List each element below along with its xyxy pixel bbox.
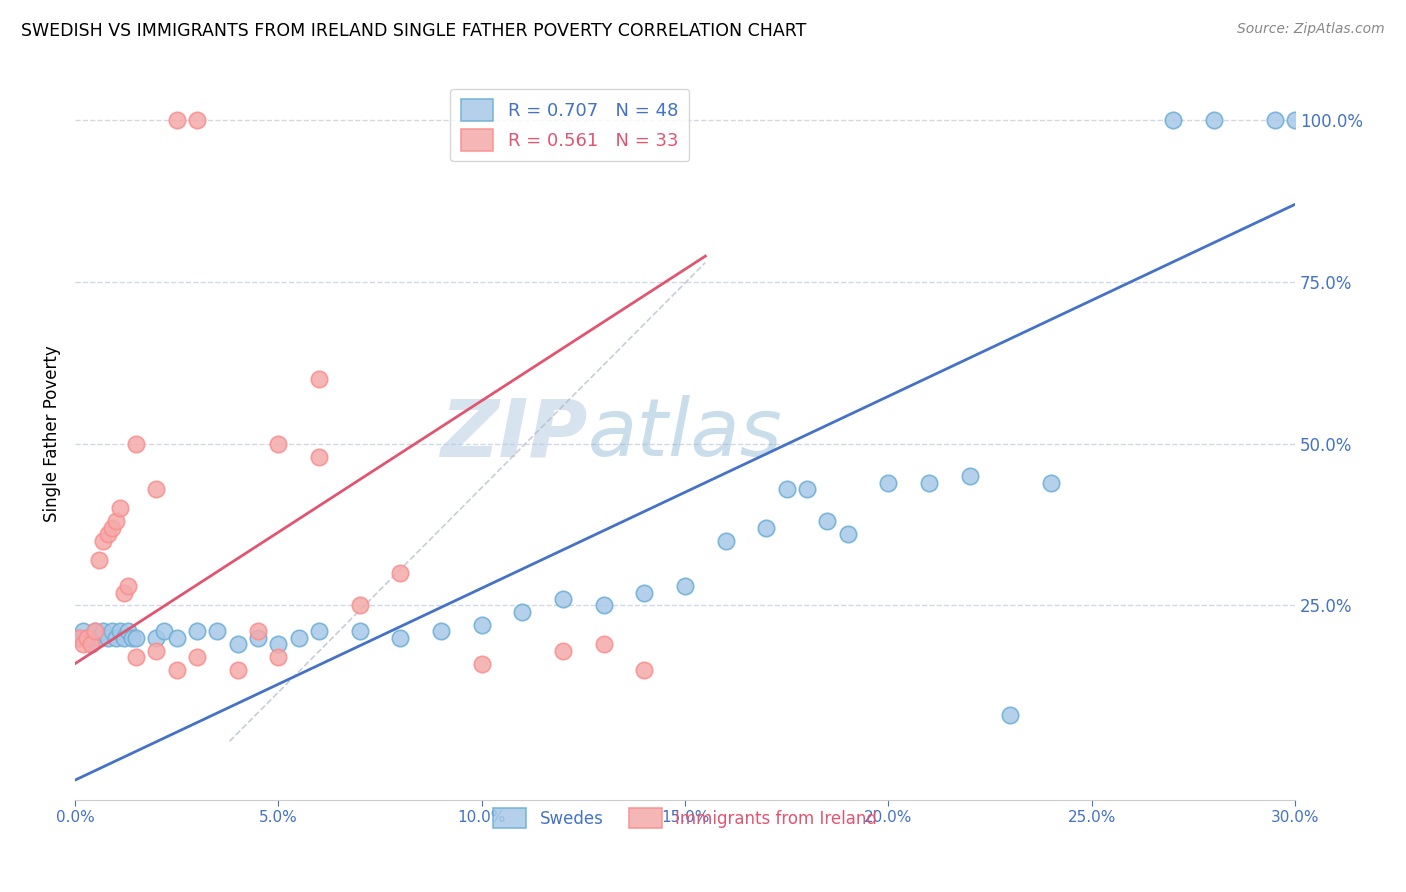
Point — [389, 566, 412, 580]
Point — [207, 624, 229, 639]
Point — [430, 624, 453, 639]
Point — [389, 631, 412, 645]
Point — [1161, 113, 1184, 128]
Point — [633, 585, 655, 599]
Point — [1284, 113, 1306, 128]
Point — [166, 113, 188, 128]
Point — [308, 372, 330, 386]
Text: Source: ZipAtlas.com: Source: ZipAtlas.com — [1237, 22, 1385, 37]
Point — [776, 482, 799, 496]
Point — [125, 436, 148, 450]
Point — [837, 527, 859, 541]
Point — [551, 592, 574, 607]
Point — [89, 631, 111, 645]
Point — [112, 631, 135, 645]
Point — [153, 624, 176, 639]
Point — [112, 585, 135, 599]
Point — [145, 644, 167, 658]
Point — [80, 637, 103, 651]
Point — [186, 113, 208, 128]
Point — [673, 579, 696, 593]
Point — [592, 637, 614, 651]
Point — [267, 637, 290, 651]
Text: atlas: atlas — [588, 395, 782, 473]
Point — [512, 605, 534, 619]
Point — [117, 579, 139, 593]
Point — [592, 599, 614, 613]
Point — [84, 624, 107, 639]
Point — [145, 482, 167, 496]
Point — [1040, 475, 1063, 490]
Point — [76, 631, 98, 645]
Point — [755, 521, 778, 535]
Text: SWEDISH VS IMMIGRANTS FROM IRELAND SINGLE FATHER POVERTY CORRELATION CHART: SWEDISH VS IMMIGRANTS FROM IRELAND SINGL… — [21, 22, 807, 40]
Point — [89, 553, 111, 567]
Point — [100, 521, 122, 535]
Point — [287, 631, 309, 645]
Point — [125, 631, 148, 645]
Point — [1264, 113, 1286, 128]
Point — [80, 637, 103, 651]
Point — [84, 624, 107, 639]
Point — [308, 450, 330, 464]
Point — [815, 514, 838, 528]
Point — [349, 624, 371, 639]
Point — [186, 624, 208, 639]
Point — [796, 482, 818, 496]
Point — [104, 631, 127, 645]
Legend: Swedes, Immigrants from Ireland: Swedes, Immigrants from Ireland — [486, 801, 884, 835]
Point — [93, 533, 115, 548]
Point — [67, 631, 90, 645]
Point — [96, 527, 118, 541]
Point — [125, 650, 148, 665]
Point — [551, 644, 574, 658]
Point — [76, 631, 98, 645]
Point — [104, 514, 127, 528]
Point — [877, 475, 900, 490]
Point — [108, 501, 131, 516]
Point — [247, 631, 270, 645]
Point — [96, 631, 118, 645]
Point — [166, 631, 188, 645]
Point — [247, 624, 270, 639]
Point — [267, 650, 290, 665]
Point — [226, 637, 249, 651]
Text: ZIP: ZIP — [440, 395, 588, 473]
Point — [67, 631, 90, 645]
Point — [166, 663, 188, 677]
Point — [959, 469, 981, 483]
Point — [349, 599, 371, 613]
Point — [186, 650, 208, 665]
Point — [714, 533, 737, 548]
Point — [108, 624, 131, 639]
Point — [226, 663, 249, 677]
Point — [121, 631, 143, 645]
Point — [308, 624, 330, 639]
Point — [145, 631, 167, 645]
Point — [633, 663, 655, 677]
Point — [918, 475, 941, 490]
Point — [471, 657, 494, 671]
Point — [93, 624, 115, 639]
Point — [267, 436, 290, 450]
Point — [72, 624, 94, 639]
Point — [117, 624, 139, 639]
Point — [72, 637, 94, 651]
Point — [100, 624, 122, 639]
Point — [1000, 708, 1022, 723]
Point — [1202, 113, 1225, 128]
Y-axis label: Single Father Poverty: Single Father Poverty — [44, 345, 60, 523]
Point — [471, 618, 494, 632]
